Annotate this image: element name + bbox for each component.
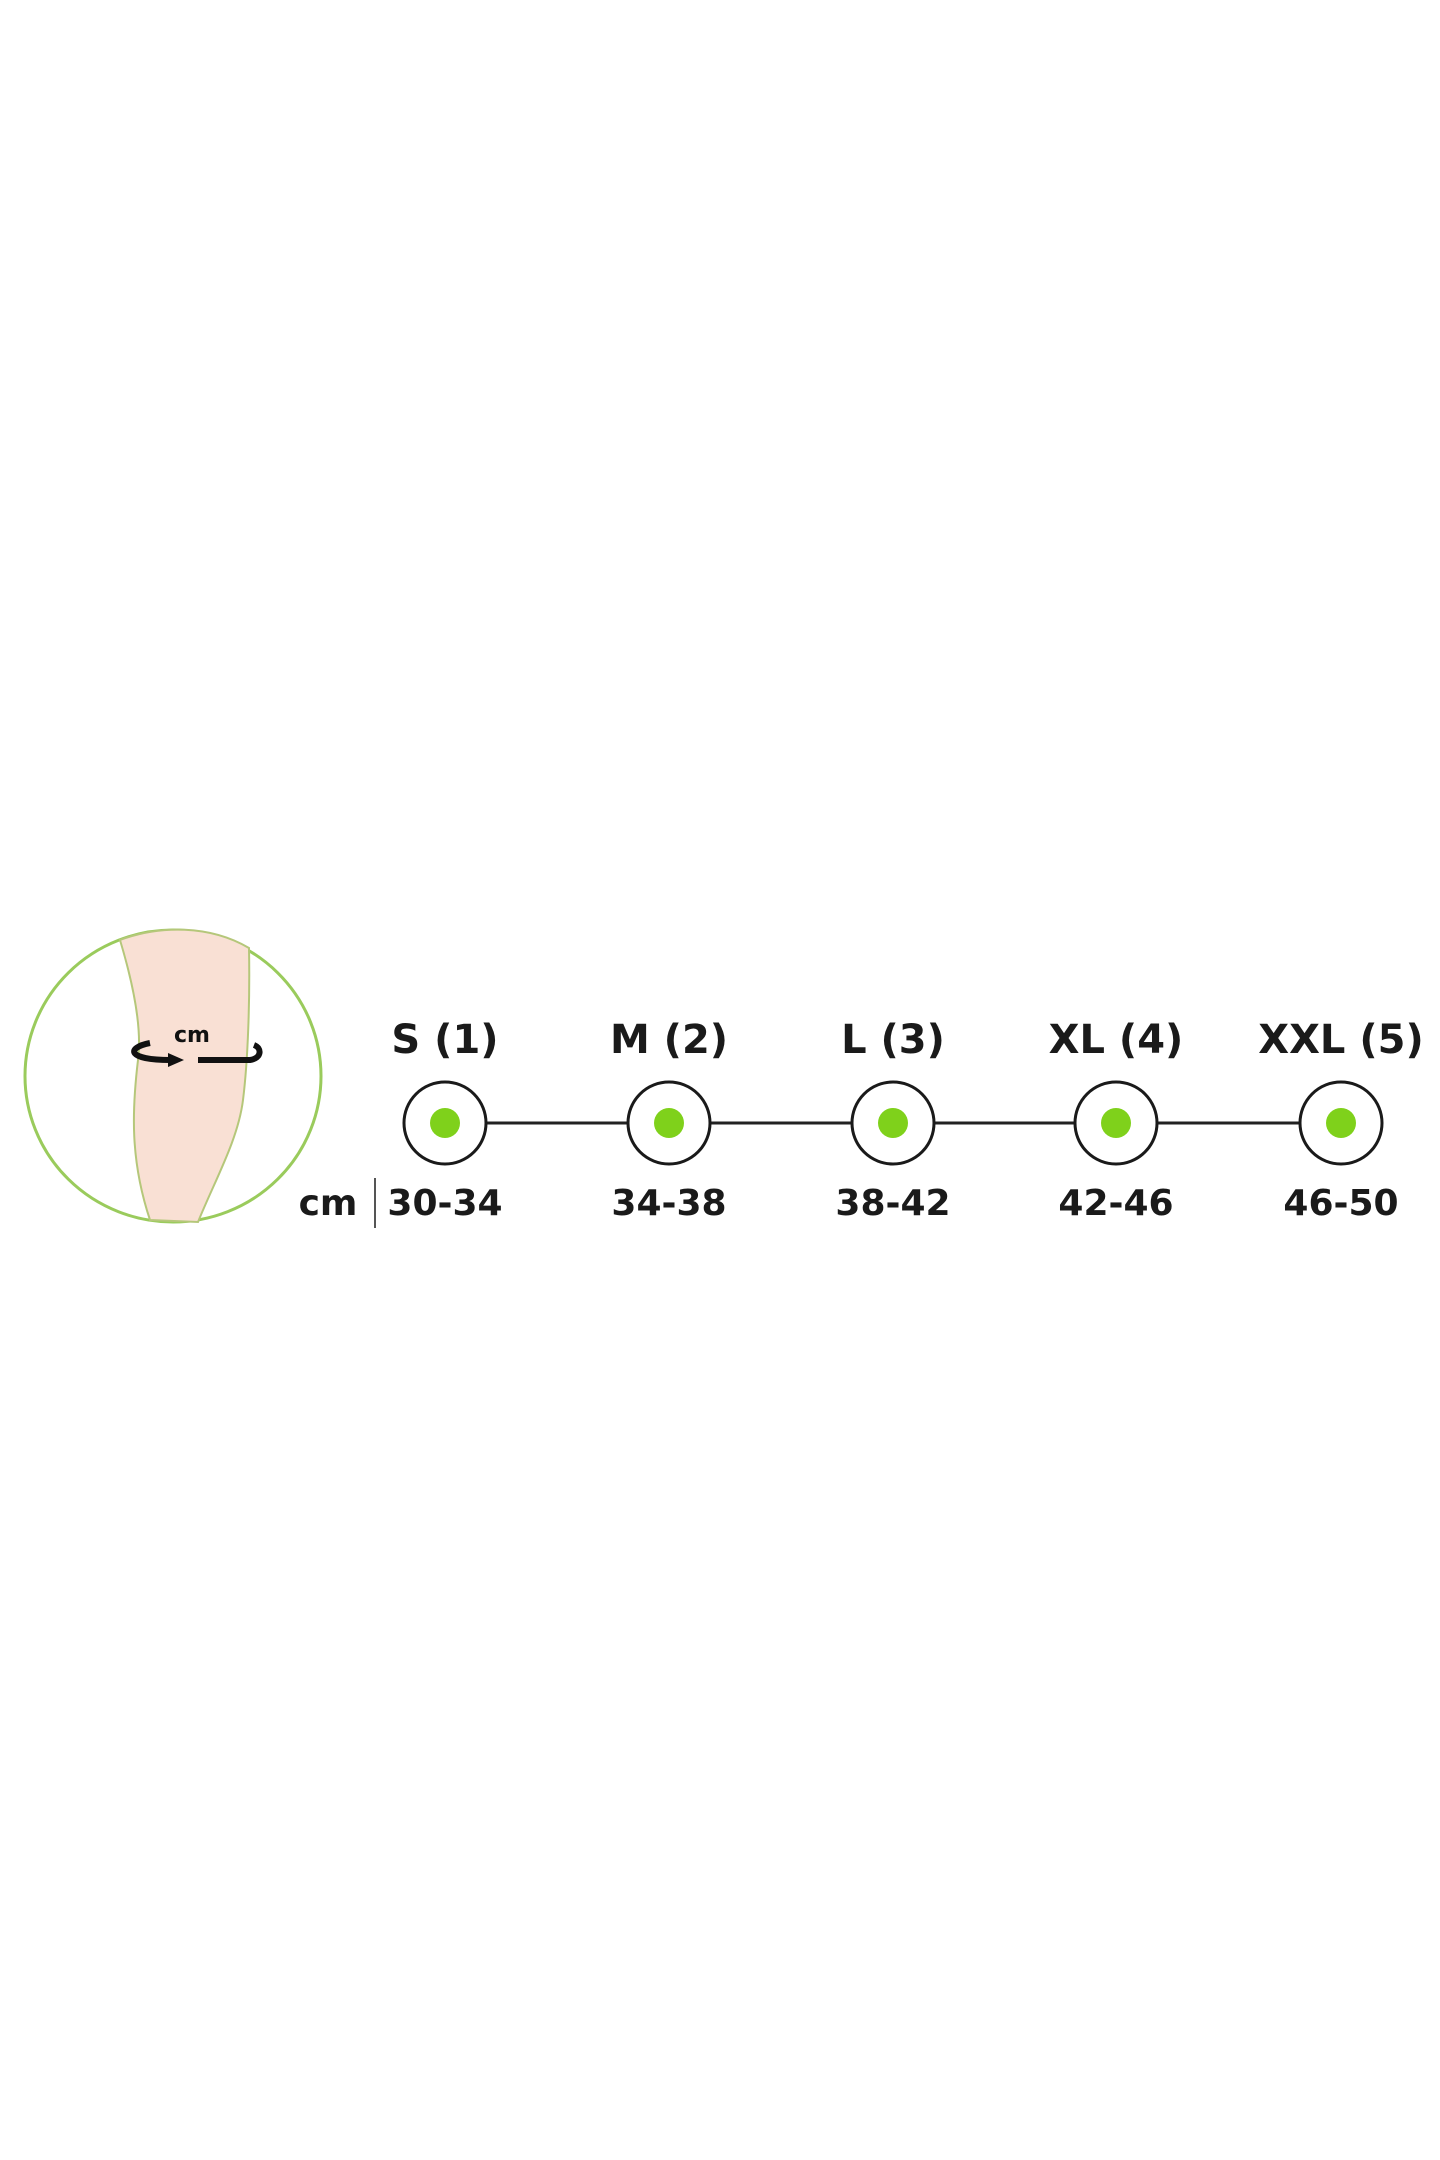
size-label: XL (4) xyxy=(1049,1017,1184,1063)
size-node: L (3) 38-42 xyxy=(835,1017,950,1224)
size-label: L (3) xyxy=(841,1017,945,1063)
size-range: 38-42 xyxy=(835,1183,950,1224)
size-node: XXL (5) 46-50 xyxy=(1258,1017,1424,1224)
size-node: S (1) 30-34 xyxy=(387,1017,502,1224)
size-node: XL (4) 42-46 xyxy=(1049,1017,1184,1224)
size-range: 34-38 xyxy=(611,1183,726,1224)
size-node-dot xyxy=(878,1108,908,1138)
size-node-dot xyxy=(430,1108,460,1138)
size-node: M (2) 34-38 xyxy=(610,1017,728,1224)
size-node-dot xyxy=(1101,1108,1131,1138)
size-label: XXL (5) xyxy=(1258,1017,1424,1063)
size-node-dot xyxy=(1326,1108,1356,1138)
knee-circumference-icon: cm xyxy=(23,928,323,1224)
size-label: S (1) xyxy=(391,1017,498,1063)
size-label: M (2) xyxy=(610,1017,728,1063)
size-node-dot xyxy=(654,1108,684,1138)
size-range: 30-34 xyxy=(387,1183,502,1224)
size-range: 42-46 xyxy=(1058,1183,1173,1224)
unit-label: cm xyxy=(299,1183,358,1224)
size-range: 46-50 xyxy=(1283,1183,1398,1224)
illustration-unit-label: cm xyxy=(174,1023,210,1048)
